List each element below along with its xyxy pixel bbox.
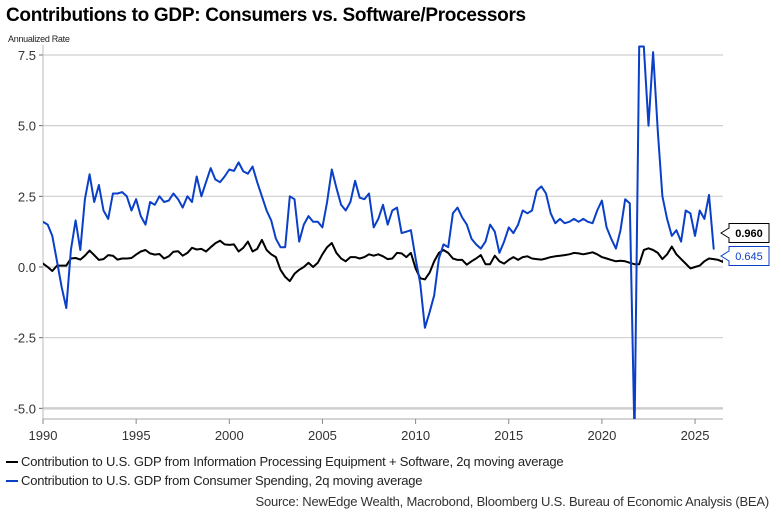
source-note: Source: NewEdge Wealth, Macrobond, Bloom… [255, 494, 769, 509]
y-tick-label: 2.5 [18, 189, 36, 204]
y-tick-label: 5.0 [18, 119, 36, 134]
legend: Contribution to U.S. GDP from Informatio… [6, 452, 564, 490]
legend-label: Contribution to U.S. GDP from Informatio… [21, 454, 564, 469]
x-tick-label: 1990 [29, 428, 58, 443]
end-label-box [720, 223, 770, 243]
end-labels: 0.960 0.645 [720, 223, 770, 266]
legend-swatch-blue [6, 479, 18, 482]
y-tick-label: 7.5 [18, 48, 36, 63]
end-label-box [720, 246, 770, 266]
end-label-value: 0.960 [735, 228, 763, 240]
x-tick-label: 2010 [401, 428, 430, 443]
x-tick-label: 1995 [122, 428, 151, 443]
legend-label: Contribution to U.S. GDP from Consumer S… [21, 473, 423, 488]
x-tick-label: 2015 [494, 428, 523, 443]
axes: -5.0 -2.5 0.0 2.5 5.0 7.5 1990 1995 2000 2005 2010… [14, 45, 723, 443]
legend-item-consumer-spending: Contribution to U.S. GDP from Consumer S… [6, 471, 563, 490]
y-axis-label: Annualized Rate [8, 34, 70, 44]
y-tick-label: -2.5 [14, 331, 36, 346]
x-tick-label: 2020 [587, 428, 616, 443]
end-label-equipment-software: 0.960 [720, 223, 770, 243]
legend-item-equipment-software: Contribution to U.S. GDP from Informatio… [6, 452, 564, 471]
x-tick-label: 2025 [681, 428, 710, 443]
series-layer [43, 45, 723, 419]
x-tick-label: 2000 [215, 428, 244, 443]
series-line-equipment-software [43, 238, 723, 283]
series-line-consumer-spending [43, 45, 715, 419]
chart-title: Contributions to GDP: Consumers vs. Soft… [6, 5, 526, 26]
end-label-consumer-spending: 0.645 [720, 246, 770, 266]
y-tick-label: -5.0 [14, 401, 36, 416]
end-label-value: 0.645 [735, 251, 763, 263]
y-tick-label: 0.0 [18, 260, 36, 275]
grid-lines [43, 54, 723, 410]
legend-swatch-black [6, 460, 18, 463]
x-tick-label: 2005 [308, 428, 337, 443]
